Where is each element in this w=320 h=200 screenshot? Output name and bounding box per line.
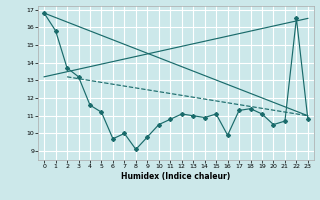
X-axis label: Humidex (Indice chaleur): Humidex (Indice chaleur) (121, 172, 231, 181)
